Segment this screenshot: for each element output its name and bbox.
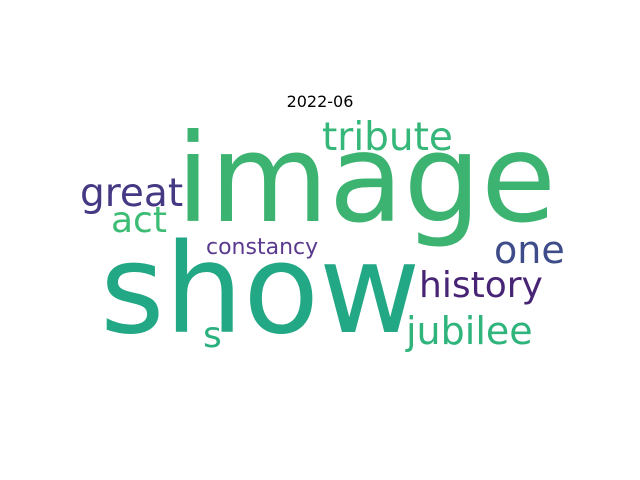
word-show: show <box>100 218 421 362</box>
word-history: history <box>419 265 543 306</box>
word-s: s <box>203 315 222 356</box>
word-constancy: constancy <box>206 235 319 260</box>
cloud-title: 2022-06 <box>286 92 354 111</box>
word-image: image <box>176 108 556 250</box>
word-tribute: tribute <box>322 115 453 160</box>
word-great: great <box>80 171 184 216</box>
word-act: act <box>111 200 167 241</box>
word-jubilee: jubilee <box>406 309 533 353</box>
word-one: one <box>494 228 565 272</box>
